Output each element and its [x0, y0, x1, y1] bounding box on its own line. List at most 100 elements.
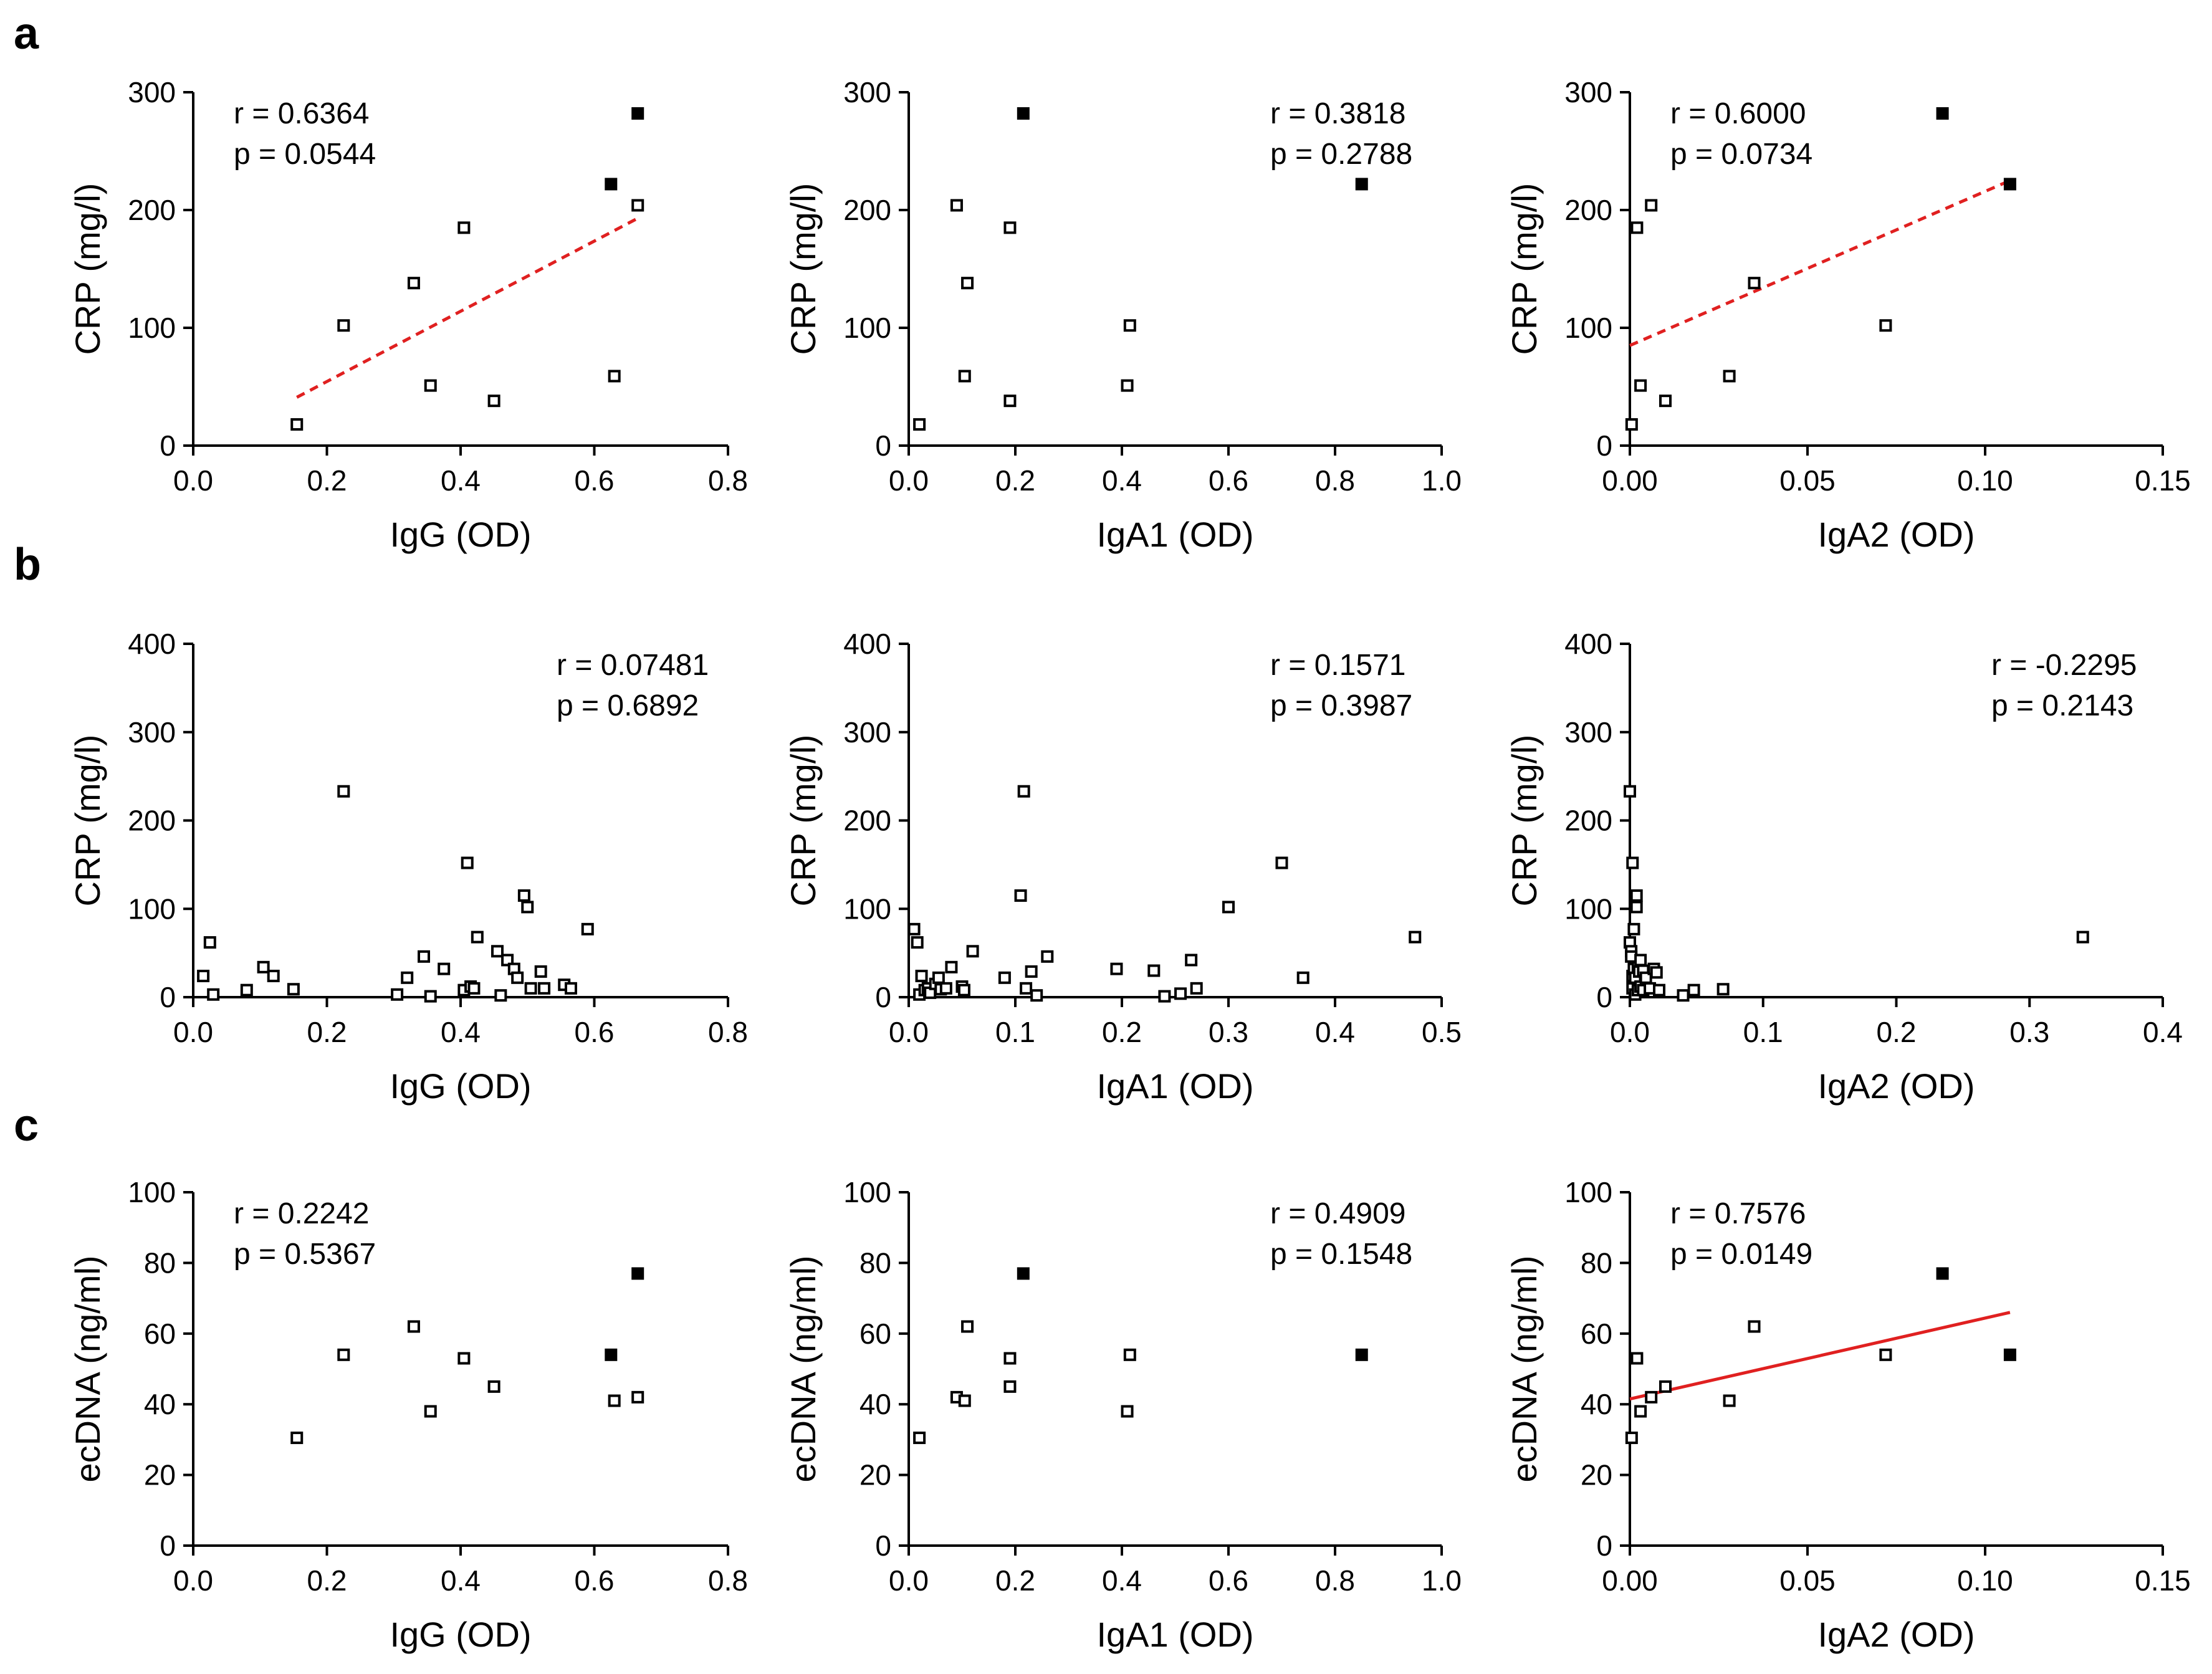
x-axis-title: IgA1 (OD) [1096, 515, 1253, 554]
data-point-open [1879, 319, 1892, 332]
y-tick-label: 100 [1564, 312, 1612, 344]
y-tick-label: 100 [1564, 892, 1612, 925]
y-axis-title: CRP (mg/l) [68, 183, 107, 355]
x-tick-label: 0.6 [1209, 464, 1248, 497]
data-point-open [1625, 418, 1638, 431]
y-axis-title: CRP (mg/l) [68, 735, 107, 907]
data-point-filled [1936, 107, 1949, 120]
stat-p: p = 0.6892 [557, 689, 699, 722]
x-tick-label: 0.6 [575, 1016, 615, 1048]
plot-c2: 0.0 0.2 0.4 0.6 0.8 1.0 0 20 40 60 80 100 IgA1 (OD) e… [783, 1176, 1462, 1654]
data-point-open [337, 319, 350, 332]
x-tick-label: 0.1 [995, 1016, 1035, 1048]
panel-letter-b: b [14, 540, 41, 590]
data-point-open [1748, 277, 1761, 290]
data-point-open [457, 1352, 471, 1365]
data-point-filled [605, 1348, 618, 1361]
data-point-open [267, 969, 280, 982]
y-tick-label: 0 [1596, 981, 1612, 1013]
data-point-open [608, 1394, 621, 1407]
y-tick-label: 20 [1581, 1459, 1612, 1491]
data-point-open [1626, 856, 1639, 869]
x-tick-label: 0.0 [889, 1564, 929, 1597]
data-point-open [608, 370, 621, 383]
data-point-open [1625, 1432, 1638, 1445]
data-point-open [418, 950, 431, 963]
stat-r: r = 0.2242 [234, 1197, 370, 1230]
x-axis-title: IgG (OD) [390, 1066, 531, 1106]
x-tick-label: 0.0 [889, 464, 929, 497]
panel-letter-c: c [14, 1101, 39, 1150]
data-point-open [457, 221, 471, 234]
stat-r: r = 0.3818 [1270, 97, 1406, 130]
y-axis-title: CRP (mg/l) [783, 183, 823, 355]
data-point-filled [1355, 178, 1368, 191]
data-point-filled [2003, 1348, 2016, 1361]
x-tick-label: 0.05 [1779, 464, 1836, 497]
data-point-open [958, 370, 971, 383]
y-tick-label: 200 [843, 194, 891, 226]
x-tick-label: 0.4 [1315, 1016, 1355, 1048]
x-tick-label: 0.10 [1957, 1564, 2013, 1597]
data-point-open [961, 277, 974, 290]
x-tick-label: 0.15 [2135, 464, 2191, 497]
data-point-filled [2003, 178, 2016, 191]
data-point-open [1748, 1320, 1761, 1333]
data-point-open [1147, 964, 1161, 977]
plot-c1: 0.0 0.2 0.4 0.6 0.8 0 20 40 60 80 100 IgG (OD) ecDNA… [68, 1176, 748, 1654]
y-axis-title: CRP (mg/l) [1505, 183, 1544, 355]
data-point-open [1630, 221, 1644, 234]
data-point-open [1677, 989, 1690, 1002]
data-point-open [1190, 982, 1203, 995]
data-point-open [998, 971, 1011, 984]
y-tick-label: 0 [1596, 1529, 1612, 1562]
y-tick-label: 0 [875, 981, 891, 1013]
y-tick-label: 0 [875, 429, 891, 462]
y-tick-label: 100 [128, 892, 176, 925]
data-point-open [581, 922, 594, 935]
stat-p: p = 0.0544 [234, 138, 376, 171]
data-point-open [961, 1320, 974, 1333]
data-point-filled [631, 1267, 644, 1280]
x-tick-label: 0.15 [2135, 1564, 2191, 1597]
stat-r: r = 0.7576 [1670, 1197, 1806, 1230]
x-tick-label: 0.8 [708, 1016, 748, 1048]
stat-r: r = -0.2295 [1991, 649, 2137, 682]
y-tick-label: 20 [859, 1459, 891, 1491]
data-point-open [1025, 965, 1038, 978]
x-tick-label: 0.2 [1102, 1016, 1142, 1048]
y-axis-title: ecDNA (ng/ml) [783, 1255, 823, 1482]
data-point-open [511, 971, 524, 984]
data-point-open [1123, 319, 1136, 332]
y-tick-label: 300 [128, 76, 176, 108]
y-tick-label: 200 [1564, 194, 1612, 226]
y-axis-title: CRP (mg/l) [783, 735, 823, 907]
data-point-open [1879, 1348, 1892, 1361]
data-point-filled [1017, 107, 1030, 120]
x-tick-label: 0.00 [1602, 464, 1658, 497]
y-tick-label: 0 [160, 429, 176, 462]
data-point-open [1723, 370, 1736, 383]
data-point-filled [1936, 1267, 1949, 1280]
x-tick-label: 0.00 [1602, 1564, 1658, 1597]
y-tick-label: 20 [144, 1459, 176, 1491]
y-tick-label: 400 [843, 628, 891, 660]
y-tick-label: 40 [1581, 1388, 1612, 1420]
data-point-open [1630, 889, 1643, 902]
data-point-open [915, 969, 928, 982]
x-axis-title: IgA1 (OD) [1096, 1066, 1253, 1106]
trend-line [1629, 1311, 2011, 1401]
data-point-open [197, 969, 210, 982]
data-point-open [487, 1380, 500, 1393]
y-axis-title: ecDNA (ng/ml) [1505, 1255, 1544, 1482]
stat-r: r = 0.4909 [1270, 1197, 1406, 1230]
data-point-open [1017, 785, 1030, 798]
data-point-open [407, 277, 420, 290]
data-point-open [1630, 901, 1643, 914]
y-axis-title: ecDNA (ng/ml) [68, 1255, 107, 1482]
x-tick-label: 0.3 [1209, 1016, 1248, 1048]
y-tick-label: 80 [144, 1246, 176, 1279]
stat-p: p = 0.0149 [1670, 1238, 1812, 1271]
data-point-open [1659, 395, 1672, 408]
trend-line [296, 217, 639, 399]
